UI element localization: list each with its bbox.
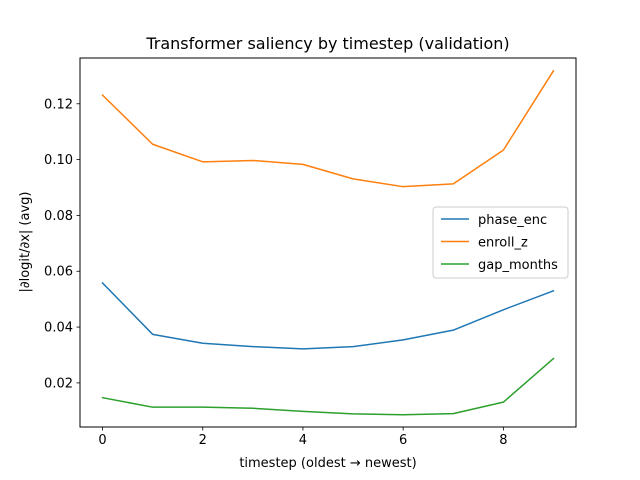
y-tick-label: 0.12 bbox=[44, 97, 73, 112]
x-tick-label: 0 bbox=[98, 433, 106, 448]
legend-label: enroll_z bbox=[478, 236, 528, 251]
x-tick-label: 2 bbox=[199, 433, 207, 448]
series-line-phase-enc bbox=[101, 281, 555, 350]
x-tick-label: 8 bbox=[499, 433, 507, 448]
x-axis-label: timestep (oldest → newest) bbox=[239, 456, 416, 471]
series-line-enroll-z bbox=[101, 69, 555, 188]
x-axis-ticks: 0 2 4 6 8 bbox=[98, 427, 507, 448]
y-tick-label: 0.04 bbox=[44, 321, 73, 336]
legend-label: phase_enc bbox=[478, 213, 547, 228]
y-axis-label: |∂logit/∂x| (avg) bbox=[18, 192, 33, 293]
x-tick-label: 4 bbox=[299, 433, 307, 448]
y-tick-label: 0.02 bbox=[44, 376, 73, 391]
y-tick-label: 0.08 bbox=[44, 209, 73, 224]
y-axis-ticks: 0.02 0.04 0.06 0.08 0.10 0.12 bbox=[44, 97, 80, 391]
series-line-gap-months bbox=[101, 357, 555, 416]
legend: phase_enc enroll_z gap_months bbox=[432, 206, 569, 279]
y-tick-label: 0.10 bbox=[44, 153, 73, 168]
legend-label: gap_months bbox=[478, 258, 558, 273]
y-tick-label: 0.06 bbox=[44, 265, 73, 280]
x-tick-label: 6 bbox=[399, 433, 407, 448]
chart-title: Transformer saliency by timestep (valida… bbox=[145, 34, 509, 53]
legend-box bbox=[432, 206, 569, 279]
axes-frame bbox=[79, 57, 577, 428]
plot-area bbox=[101, 69, 555, 416]
